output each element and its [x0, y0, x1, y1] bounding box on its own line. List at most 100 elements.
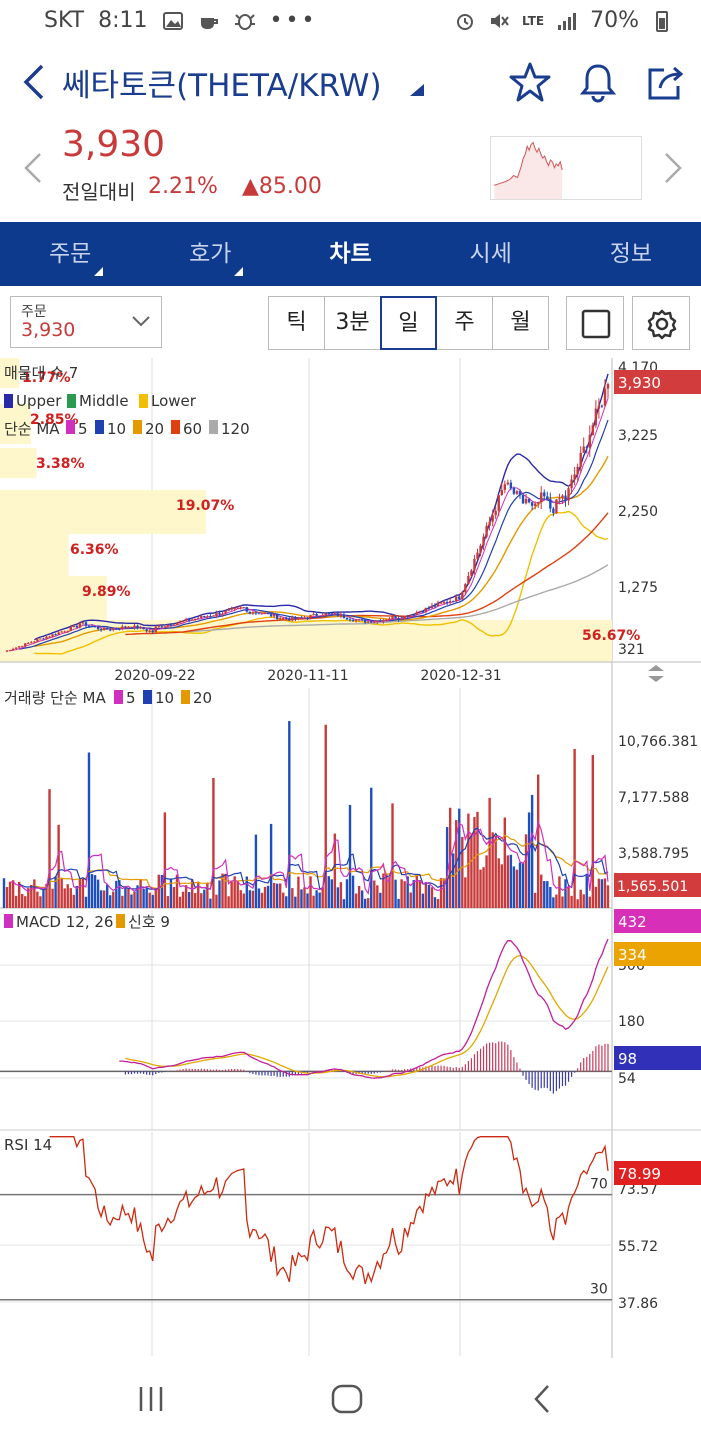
candle-body — [348, 619, 352, 621]
candle-body — [555, 499, 558, 514]
submenu-indicator-icon — [234, 267, 244, 276]
candle-body — [124, 626, 127, 628]
volume-bar — [552, 897, 555, 908]
candle-body — [251, 612, 255, 614]
candle-body — [297, 617, 300, 619]
share-icon[interactable] — [644, 60, 688, 104]
candle-body — [373, 621, 376, 623]
candle-body — [452, 601, 455, 603]
period-week-button[interactable]: 주 — [436, 296, 493, 350]
volume-bar — [603, 878, 607, 908]
macd-histogram-bar — [564, 1071, 567, 1086]
volume-profile-label: 56.67% — [582, 628, 640, 644]
candle-body — [84, 622, 88, 626]
candle-body — [448, 601, 452, 603]
macd-histogram-bar — [428, 1066, 430, 1072]
volume-bar — [163, 812, 167, 908]
volume-bar — [151, 894, 154, 908]
volume-bar — [376, 885, 379, 908]
macd-signal-legend-label: 신호 9 — [128, 913, 170, 931]
volume-profile-label: 9.89% — [82, 584, 131, 600]
page-title[interactable]: 쎄타토큰(THETA/KRW) — [62, 68, 382, 104]
tab-orderbook[interactable]: 호가 — [140, 222, 280, 286]
legend-swatch — [4, 394, 13, 408]
order-select-label: 주문 — [21, 304, 47, 320]
candle-body — [530, 502, 534, 506]
gear-icon — [647, 309, 677, 340]
volume-bar — [39, 896, 42, 908]
volume-bar — [540, 874, 543, 908]
macd-value-label: 432 — [618, 913, 647, 931]
candle-body — [42, 638, 45, 640]
candle-body — [93, 626, 97, 628]
tab-order[interactable]: 주문 — [0, 222, 140, 286]
volume-bar — [600, 879, 604, 908]
y-tick-label: 1,275 — [618, 580, 658, 596]
candle-body — [63, 631, 66, 633]
tab-market-price[interactable]: 시세 — [469, 241, 512, 267]
favorite-star-icon[interactable] — [508, 60, 552, 104]
volume-legend-label: 10 — [155, 689, 174, 707]
volume-bar — [321, 886, 324, 908]
volume-bar — [588, 896, 591, 908]
recent-apps-icon[interactable] — [134, 1382, 168, 1416]
macd-histogram-bar — [510, 1050, 512, 1072]
volume-bar — [142, 888, 145, 908]
back-arrow-icon[interactable] — [16, 60, 52, 104]
volume-bar — [99, 890, 103, 908]
period-tick-button[interactable]: 틱 — [268, 296, 325, 350]
candle-body — [300, 617, 303, 619]
macd-histogram-bar — [516, 1062, 518, 1072]
candle-body — [573, 474, 576, 480]
chart-area[interactable]: 1.77%2.85%3.38%19.07%6.36%9.89%56.67%매물대… — [0, 358, 701, 1358]
candle-body — [588, 434, 591, 448]
macd-histogram-bar — [212, 1069, 215, 1072]
volume-bar — [521, 862, 525, 908]
alarm-bell-icon[interactable] — [576, 60, 620, 104]
period-3min-button[interactable]: 3분 — [324, 296, 381, 350]
macd-histogram-bar — [155, 1071, 157, 1074]
title-dropdown-icon[interactable] — [410, 84, 424, 96]
macd-histogram-bar — [519, 1068, 521, 1072]
volume-bar — [145, 888, 148, 908]
tab-info[interactable]: 정보 — [609, 241, 653, 267]
macd-histogram-bar — [479, 1048, 482, 1072]
candle-body — [357, 619, 361, 621]
next-coin-chevron-icon[interactable] — [660, 152, 684, 184]
candle-body — [488, 521, 491, 526]
legend-swatch — [67, 394, 76, 408]
macd-histogram-bar — [261, 1071, 263, 1076]
candle-body — [178, 621, 182, 624]
prev-coin-chevron-icon[interactable] — [22, 152, 46, 184]
candle-body — [312, 614, 315, 616]
macd-histogram-bar — [583, 1058, 585, 1072]
main-tabs: 주문 호가 차트 시세 정보 — [0, 222, 701, 286]
back-nav-icon[interactable] — [526, 1382, 560, 1416]
volume-bar — [473, 817, 476, 908]
macd-histogram-bar — [598, 1044, 600, 1072]
period-month-button[interactable]: 월 — [492, 296, 549, 350]
volume-bar — [190, 879, 194, 908]
order-select[interactable]: 주문 3,930 — [10, 296, 162, 348]
legend-swatch — [139, 394, 148, 408]
candle-body — [187, 619, 191, 621]
home-icon[interactable] — [330, 1382, 364, 1416]
macd-histogram-bar — [504, 1042, 506, 1072]
signal-value-label: 334 — [618, 946, 647, 964]
candle-body — [148, 630, 151, 632]
price-sparkline[interactable] — [490, 136, 642, 200]
candle-body — [206, 616, 209, 618]
tab-chart[interactable]: 차트 — [329, 241, 372, 267]
candle-body — [151, 630, 154, 633]
macd-histogram-bar — [601, 1045, 603, 1072]
volume-bar — [21, 894, 24, 908]
fullscreen-button[interactable] — [566, 296, 624, 350]
legend-swatch — [209, 420, 218, 434]
macd-histogram-bar — [555, 1071, 558, 1091]
candle-body — [379, 620, 382, 622]
chart-settings-button[interactable] — [632, 296, 690, 350]
image-notification-icon — [162, 11, 183, 30]
candle-body — [485, 525, 488, 537]
period-day-button[interactable]: 일 — [380, 296, 437, 350]
rsi-value-tag — [614, 1161, 701, 1185]
